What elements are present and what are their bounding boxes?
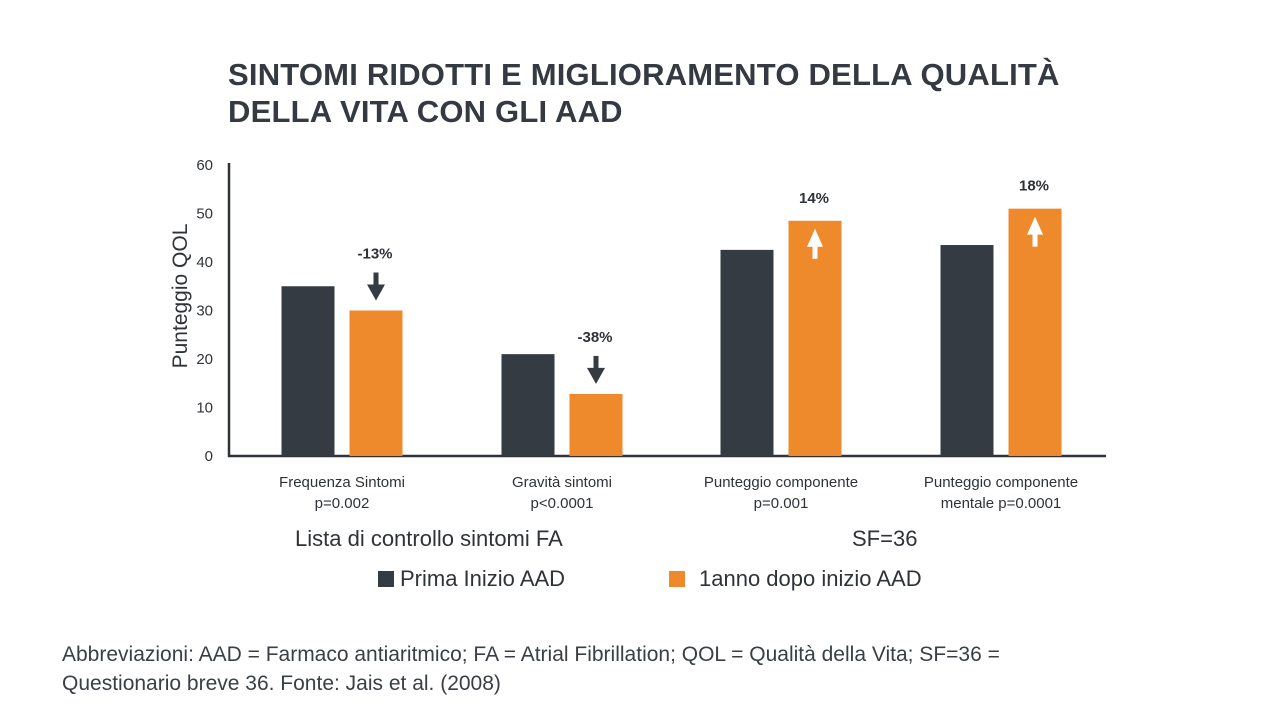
- bar-before-2: [720, 249, 774, 456]
- x-tick-label: p=0.002: [315, 495, 370, 512]
- y-tick-label: 60: [196, 157, 213, 174]
- down-arrow-shaft: [593, 355, 599, 370]
- x-tick-label: mentale p=0.0001: [941, 495, 1062, 512]
- chart-title-line-1: SINTOMI RIDOTTI E MIGLIORAMENTO DELLA QU…: [228, 57, 1060, 92]
- change-label: 14%: [799, 190, 829, 207]
- x-tick-label: Frequenza Sintomi: [279, 474, 405, 491]
- x-tick-label: p=0.001: [754, 495, 809, 512]
- bar-before-3: [940, 245, 994, 456]
- y-tick-label: 40: [196, 254, 213, 271]
- chart-title-line-2: DELLA VITA CON GLI AAD: [228, 94, 623, 129]
- legend-label-after: 1anno dopo inizio AAD: [699, 566, 922, 591]
- footnote: Abbreviazioni: AAD = Farmaco antiaritmic…: [62, 640, 1222, 698]
- up-arrow-shaft: [812, 245, 818, 259]
- y-tick-label: 50: [196, 206, 213, 223]
- chart-title: SINTOMI RIDOTTI E MIGLIORAMENTO DELLA QU…: [228, 56, 1128, 130]
- down-arrow-shaft: [373, 272, 379, 287]
- footnote-line-2: Questionario breve 36. Fonte: Jais et al…: [62, 672, 501, 695]
- legend-item-before: Prima Inizio AAD: [378, 565, 565, 593]
- y-tick-label: 20: [196, 351, 213, 368]
- down-arrow-icon: [367, 284, 385, 301]
- change-label: -38%: [577, 329, 612, 346]
- x-tick-label: Gravità sintomi: [512, 474, 612, 491]
- legend-swatch-after: [669, 571, 685, 587]
- bar-after-3: [1008, 208, 1062, 456]
- bar-before-0: [281, 286, 335, 456]
- legend-label-before: Prima Inizio AAD: [400, 566, 566, 591]
- up-arrow-icon: [807, 228, 823, 247]
- up-arrow-icon: [1027, 216, 1043, 235]
- y-axis-label: Punteggio QOL: [169, 224, 192, 369]
- bar-after-2: [788, 220, 842, 456]
- bar-after-0: [349, 310, 403, 456]
- up-arrow-shaft: [1032, 233, 1038, 247]
- group-label-sf36: SF=36: [852, 526, 918, 551]
- x-tick-label: p<0.0001: [531, 495, 594, 512]
- legend-swatch-before: [378, 571, 394, 587]
- y-tick-label: 10: [196, 400, 213, 417]
- footnote-line-1: Abbreviazioni: AAD = Farmaco antiaritmic…: [62, 643, 1000, 666]
- bar-before-1: [501, 354, 555, 456]
- y-tick-label: 0: [205, 448, 213, 465]
- bar-after-1: [569, 393, 623, 456]
- change-label: -13%: [357, 246, 392, 263]
- down-arrow-icon: [587, 367, 605, 384]
- y-tick-label: 30: [196, 303, 213, 320]
- change-label: 18%: [1019, 178, 1049, 195]
- x-tick-label: Punteggio componente: [924, 474, 1078, 491]
- group-label-symptoms: Lista di controllo sintomi FA: [295, 526, 563, 551]
- x-tick-label: Punteggio componente: [704, 474, 858, 491]
- legend-item-after: 1anno dopo inizio AAD: [669, 565, 922, 593]
